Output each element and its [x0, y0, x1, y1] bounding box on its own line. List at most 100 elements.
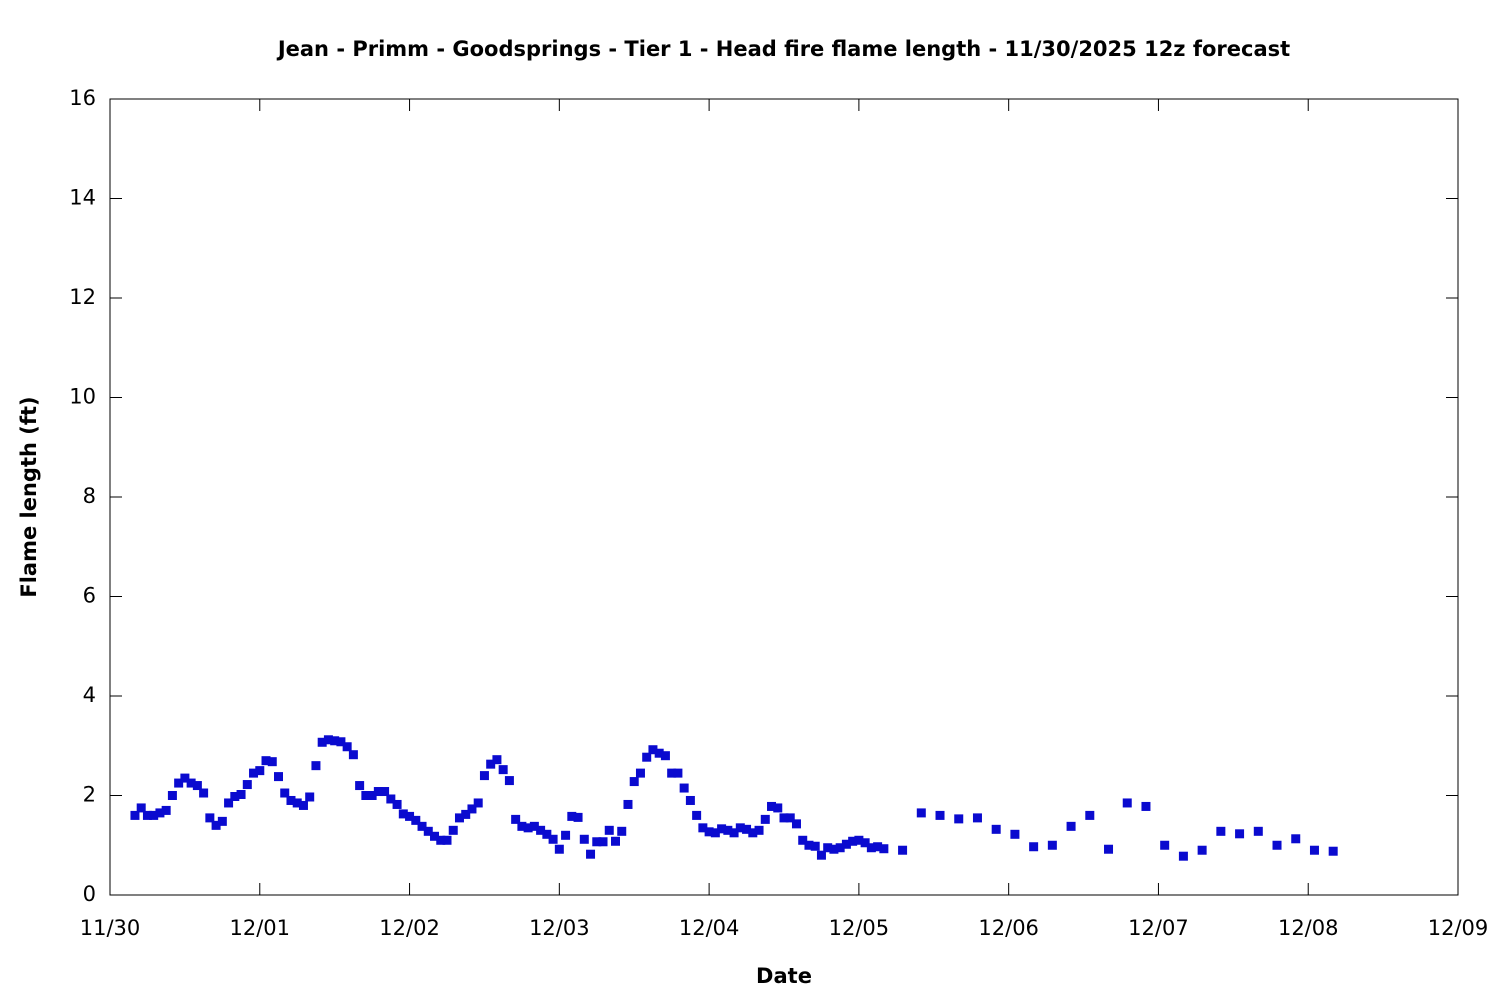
point: [149, 810, 159, 820]
point: [635, 768, 645, 778]
point: [754, 825, 764, 835]
point: [667, 768, 677, 778]
point: [1066, 821, 1076, 831]
point: [255, 766, 265, 776]
x-tick-label: 11/30: [80, 916, 141, 940]
point: [242, 780, 252, 790]
point: [136, 803, 146, 813]
point: [130, 810, 140, 820]
point: [142, 810, 152, 820]
point: [866, 843, 876, 853]
point: [492, 755, 502, 765]
point: [579, 834, 589, 844]
point: [954, 814, 964, 824]
point: [748, 828, 758, 838]
plot-frame: [109, 98, 1459, 896]
point: [249, 768, 259, 778]
point: [230, 791, 240, 801]
point: [586, 849, 596, 859]
point: [430, 831, 440, 841]
point: [879, 844, 889, 854]
point: [199, 788, 209, 798]
point: [648, 745, 658, 755]
point: [660, 751, 670, 761]
point: [835, 843, 845, 853]
point: [417, 821, 427, 831]
point: [267, 757, 277, 767]
point: [336, 737, 346, 747]
point: [860, 838, 870, 848]
point: [511, 814, 521, 824]
x-tick-label: 12/08: [1278, 916, 1339, 940]
point: [791, 819, 801, 829]
point: [380, 787, 390, 797]
point: [186, 778, 196, 788]
point: [573, 812, 583, 822]
point: [523, 823, 533, 833]
point: [1029, 842, 1039, 852]
point: [848, 836, 858, 846]
y-tick-label: 14: [69, 186, 96, 210]
point: [392, 799, 402, 809]
point: [592, 837, 602, 847]
point: [873, 842, 883, 852]
y-tick-label: 10: [69, 385, 96, 409]
point: [1197, 845, 1207, 855]
point: [292, 798, 302, 808]
y-tick-label: 12: [69, 285, 96, 309]
point: [773, 803, 783, 813]
point: [717, 824, 727, 834]
point: [274, 772, 283, 782]
point: [323, 735, 333, 745]
x-tick-label: 12/03: [529, 916, 590, 940]
y-tick-label: 4: [83, 683, 96, 707]
point: [355, 781, 365, 791]
point: [386, 794, 396, 804]
point: [729, 828, 739, 838]
point: [467, 804, 477, 814]
point: [161, 805, 171, 815]
point: [373, 787, 383, 797]
chart-title: Jean - Primm - Goodsprings - Tier 1 - He…: [276, 37, 1290, 61]
point: [723, 825, 733, 835]
point: [1085, 810, 1095, 820]
point: [972, 813, 982, 823]
point: [598, 837, 608, 847]
point: [317, 737, 327, 747]
point: [735, 823, 745, 833]
point: [1291, 834, 1301, 844]
point: [174, 778, 184, 788]
point: [742, 824, 752, 834]
point: [654, 748, 664, 758]
point: [1047, 840, 1057, 850]
point: [991, 824, 1001, 834]
x-tick-label: 12/01: [230, 916, 291, 940]
point: [567, 811, 577, 821]
point: [167, 791, 177, 800]
point: [479, 771, 489, 781]
point: [685, 795, 695, 805]
point: [623, 799, 633, 809]
point: [810, 841, 820, 851]
point: [236, 790, 246, 800]
point: [798, 835, 808, 845]
point: [330, 736, 340, 746]
y-axis-label: Flame length (ft): [17, 396, 41, 597]
point: [1010, 829, 1020, 839]
point: [180, 773, 190, 783]
point: [298, 800, 308, 810]
point: [704, 827, 714, 837]
point: [1253, 826, 1263, 836]
point: [436, 835, 446, 845]
point: [211, 820, 221, 830]
point: [442, 835, 452, 845]
point: [224, 798, 234, 808]
point: [1104, 844, 1114, 854]
point: [192, 781, 202, 791]
point: [561, 830, 571, 840]
point: [411, 815, 421, 825]
point: [454, 813, 464, 823]
point: [935, 810, 945, 820]
point: [280, 788, 290, 798]
